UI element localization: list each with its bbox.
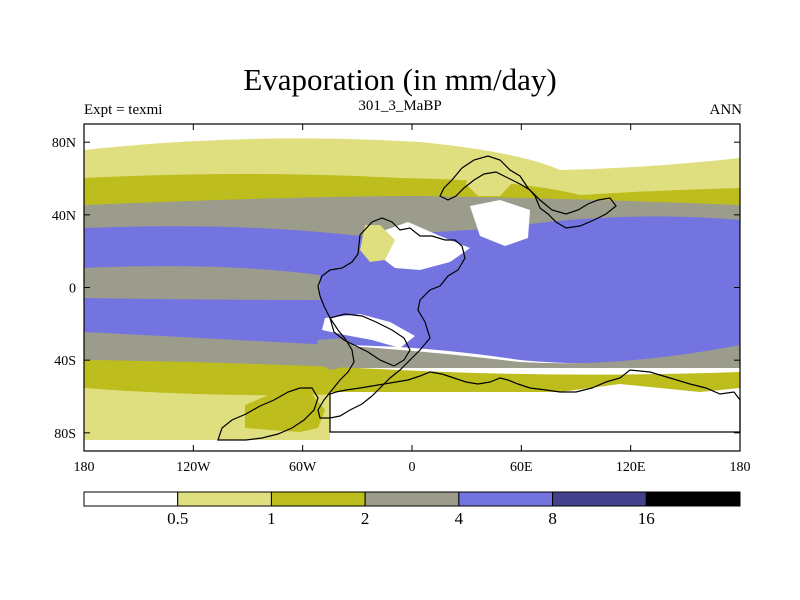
lat-tick-label: 0	[69, 282, 76, 297]
experiment-label: Expt = texmi	[84, 102, 163, 118]
lat-tick-label: 40S	[54, 354, 76, 369]
colorbar-label: 8	[548, 509, 557, 528]
band-tropics	[84, 216, 740, 364]
lon-tick-label: 180	[730, 460, 751, 475]
lon-tick-label: 0	[409, 460, 416, 475]
lon-tick-label: 120W	[176, 460, 211, 475]
southern-coast-land	[245, 390, 325, 432]
colorbar-label: 2	[361, 509, 370, 528]
band-equator-grey	[84, 266, 320, 300]
coastlines	[217, 155, 741, 441]
lat-tick-label: 80S	[54, 427, 76, 442]
north-america-arid	[360, 225, 395, 262]
experiment-subtitle: 301_3_MaBP	[358, 98, 442, 114]
colorbar-swatch	[458, 491, 554, 507]
coastline-americas	[317, 217, 466, 419]
coastline-eurasia-africa	[439, 155, 617, 229]
map-fill	[84, 124, 740, 451]
lon-tick-label: 60E	[510, 460, 533, 475]
map-title: Evaporation (in mm/day)	[243, 62, 557, 97]
north-america-dry	[378, 222, 470, 270]
band-south-subtropic	[84, 332, 740, 368]
colorbar-label: 1	[267, 509, 276, 528]
lat-tick-label: 80N	[52, 136, 76, 151]
coastline-africa	[329, 313, 411, 367]
colorbar-label: 0.5	[167, 509, 188, 528]
colorbar-swatch	[645, 491, 741, 507]
lat-tick-label: 40N	[52, 209, 76, 224]
eurasia-dry	[470, 200, 530, 246]
colorbar: 0.5 1 2 4 8 16	[83, 491, 741, 528]
axis-ticks: 180 120W 60W 0 60E 120E 180 80N 40N 0 40S 80S	[52, 124, 751, 475]
lon-tick-label: 60W	[289, 460, 317, 475]
colorbar-swatch	[270, 491, 366, 507]
colorbar-swatch	[177, 491, 272, 507]
colorbar-swatch	[552, 491, 647, 507]
coastline-south-landmass	[217, 387, 319, 441]
antarctica	[330, 384, 740, 440]
colorbar-label: 4	[455, 509, 464, 528]
lon-tick-label: 120E	[616, 460, 646, 475]
africa-south-grey	[315, 338, 360, 370]
colorbar-label: 16	[638, 509, 655, 528]
colorbar-swatch	[83, 491, 179, 507]
south-america-dry	[322, 314, 415, 348]
colorbar-swatch	[364, 491, 460, 507]
season-label: ANN	[709, 102, 743, 118]
coastline-antarctica	[329, 369, 741, 433]
lon-tick-label: 180	[74, 460, 95, 475]
